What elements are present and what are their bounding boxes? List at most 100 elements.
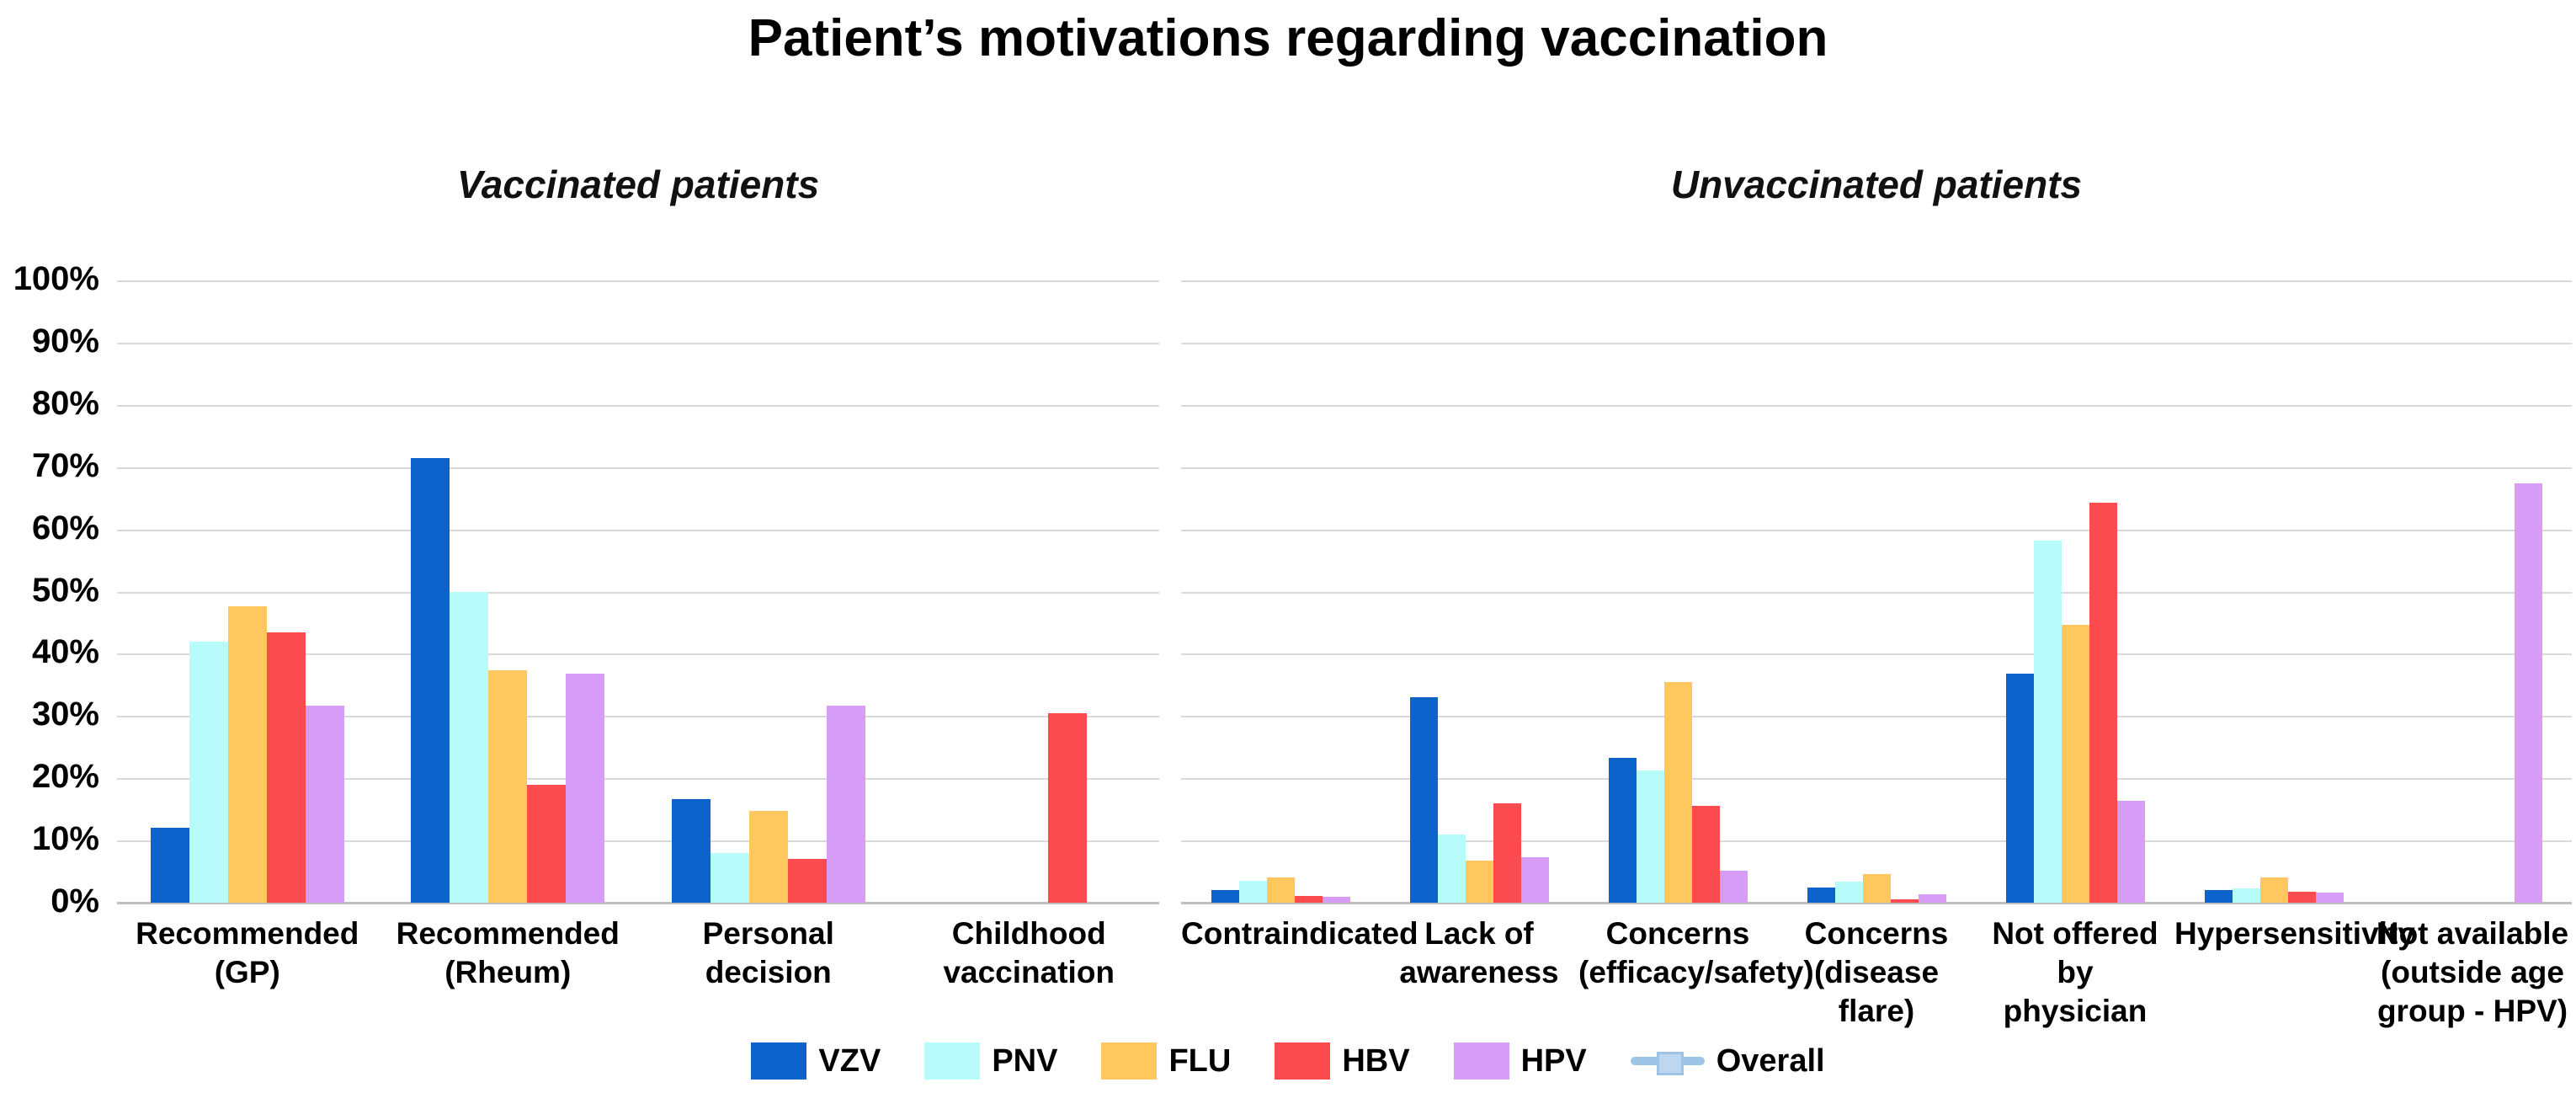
legend-item-pnv: PNV xyxy=(924,1042,1057,1080)
category-label-hypersensitivity: Hypersensitivity xyxy=(2174,916,2415,951)
gridline-50pct xyxy=(117,591,1159,594)
gridline-30pct xyxy=(1181,716,2572,718)
bar-pnv-concerns-disease-flare xyxy=(1834,881,1863,903)
legend-swatch-flu xyxy=(1101,1042,1158,1080)
bar-vzv-not-offered-by-physician xyxy=(2005,674,2034,903)
legend-item-vzv: VZV xyxy=(751,1042,881,1080)
bar-vzv-recommended-rheum xyxy=(411,457,450,903)
category-label-lack-of-awareness: Lack of awareness xyxy=(1399,916,1559,989)
y-tick-label-70: 70% xyxy=(31,446,99,484)
bar-hpv-personal-decision xyxy=(826,706,865,903)
x-axis-baseline xyxy=(117,902,1159,904)
gridline-100pct xyxy=(117,280,1159,282)
bar-hbv-lack-of-awareness xyxy=(1493,802,1521,903)
y-tick-label-10: 10% xyxy=(31,820,99,858)
category-label-contraindicated: Contraindicated xyxy=(1181,916,1418,951)
bar-hpv-concerns-efficacy-safety xyxy=(1719,870,1748,903)
bar-hpv-recommended-gp xyxy=(305,706,344,903)
gridline-70pct xyxy=(117,467,1159,469)
legend-item-overall: Overall xyxy=(1630,1042,1825,1080)
panel-title-unvaccinated: Unvaccinated patients xyxy=(1670,163,2083,206)
legend-label-vzv: VZV xyxy=(818,1042,881,1079)
bar-flu-concerns-efficacy-safety xyxy=(1663,681,1692,903)
gridline-20pct xyxy=(117,778,1159,781)
gridline-30pct xyxy=(117,716,1159,718)
gridline-60pct xyxy=(1181,529,2572,531)
bar-hbv-concerns-disease-flare xyxy=(1890,899,1919,903)
bar-hpv-not-offered-by-physician xyxy=(2116,800,2145,903)
y-tick-label-60: 60% xyxy=(31,509,99,547)
category-label-childhood-vaccination: Childhood vaccination xyxy=(943,916,1115,989)
bar-flu-lack-of-awareness xyxy=(1465,860,1493,903)
panel-title-vaccinated: Vaccinated patients xyxy=(456,163,820,206)
bar-flu-concerns-disease-flare xyxy=(1862,874,1891,903)
legend-swatch-vzv xyxy=(751,1042,807,1080)
bar-vzv-concerns-disease-flare xyxy=(1807,887,1835,903)
bar-flu-recommended-gp xyxy=(227,605,267,903)
bar-hbv-not-offered-by-physician xyxy=(2089,502,2117,903)
bar-hpv-lack-of-awareness xyxy=(1520,857,1549,903)
bar-flu-not-offered-by-physician xyxy=(2061,625,2089,903)
legend-item-flu: FLU xyxy=(1101,1042,1231,1080)
gridline-50pct xyxy=(1181,591,2572,594)
gridline-90pct xyxy=(117,342,1159,344)
bar-vzv-personal-decision xyxy=(671,799,711,903)
gridline-40pct xyxy=(117,653,1159,656)
category-label-recommended-rheum: Recommended (Rheum) xyxy=(396,916,620,989)
bar-hpv-not-available-outside-age-group-hpv xyxy=(2514,483,2542,903)
y-tick-label-100: 100% xyxy=(13,260,99,297)
bar-hbv-recommended-gp xyxy=(266,632,306,903)
bar-pnv-lack-of-awareness xyxy=(1437,834,1466,903)
legend-label-hbv: HBV xyxy=(1342,1042,1410,1079)
category-label-personal-decision: Personal decision xyxy=(702,916,834,989)
bar-pnv-personal-decision xyxy=(710,852,749,903)
bar-pnv-concerns-efficacy-safety xyxy=(1636,770,1664,903)
bar-hbv-recommended-rheum xyxy=(527,784,567,903)
gridline-80pct xyxy=(1181,404,2572,407)
plot-area-unvaccinated xyxy=(1181,280,2572,904)
bar-vzv-recommended-gp xyxy=(150,828,189,903)
bar-pnv-recommended-gp xyxy=(189,641,228,903)
legend-label-hpv: HPV xyxy=(1520,1042,1587,1079)
legend-item-hpv: HPV xyxy=(1453,1042,1587,1080)
bar-hpv-contraindicated xyxy=(1322,896,1350,903)
gridline-10pct xyxy=(1181,840,2572,843)
x-axis-baseline xyxy=(1181,902,2572,904)
category-label-concerns-efficacy-safety: Concerns (efficacy/safety) xyxy=(1578,916,1814,989)
legend-swatch-hbv xyxy=(1275,1042,1331,1080)
category-label-concerns-disease-flare: Concerns (disease flare) xyxy=(1804,916,1949,1028)
legend-label-overall: Overall xyxy=(1716,1042,1825,1079)
bar-pnv-contraindicated xyxy=(1238,881,1267,903)
bar-vzv-hypersensitivity xyxy=(2204,890,2233,903)
category-label-not-available-outside-age-group-hpv: Not available (outside age group - HPV) xyxy=(2376,916,2569,1028)
legend-swatch-pnv xyxy=(924,1042,981,1080)
bar-hbv-childhood-vaccination xyxy=(1048,712,1088,903)
legend-item-hbv: HBV xyxy=(1275,1042,1410,1080)
y-tick-label-40: 40% xyxy=(31,633,99,671)
bar-hbv-concerns-efficacy-safety xyxy=(1691,806,1720,903)
bar-vzv-lack-of-awareness xyxy=(1409,697,1438,903)
bar-flu-personal-decision xyxy=(748,810,788,903)
bar-vzv-concerns-efficacy-safety xyxy=(1608,757,1637,903)
y-tick-label-20: 20% xyxy=(31,758,99,796)
category-label-recommended-gp: Recommended (GP) xyxy=(136,916,359,989)
bar-hbv-contraindicated xyxy=(1294,895,1323,903)
y-tick-label-90: 90% xyxy=(31,322,99,360)
bar-pnv-not-offered-by-physician xyxy=(2033,540,2062,903)
bar-vzv-contraindicated xyxy=(1211,890,1239,903)
y-tick-label-0: 0% xyxy=(51,882,99,920)
bar-hpv-concerns-disease-flare xyxy=(1918,893,1946,903)
category-label-not-offered-by-physician: Not offered by physician xyxy=(1992,916,2158,1028)
chart-title: Patient’s motivations regarding vaccinat… xyxy=(748,9,1828,67)
gridline-10pct xyxy=(117,840,1159,843)
gridline-90pct xyxy=(1181,342,2572,344)
y-tick-label-80: 80% xyxy=(31,384,99,422)
bar-pnv-recommended-rheum xyxy=(450,591,489,903)
y-tick-label-50: 50% xyxy=(31,571,99,609)
legend-label-flu: FLU xyxy=(1168,1042,1232,1079)
gridline-20pct xyxy=(1181,778,2572,781)
chart-legend: VZV PNV FLU HBV HPV Overall xyxy=(0,1042,2576,1080)
bar-flu-recommended-rheum xyxy=(488,669,528,903)
gridline-100pct xyxy=(1181,280,2572,282)
